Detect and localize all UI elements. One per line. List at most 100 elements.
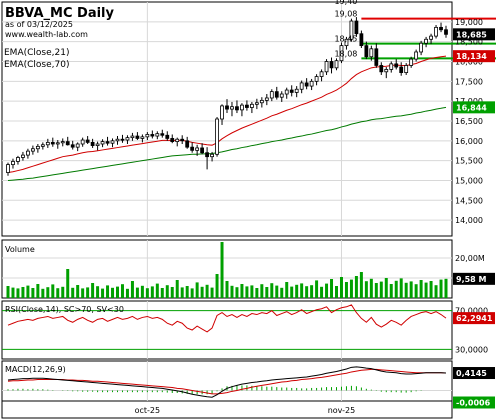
volume-bar [409, 281, 413, 298]
candle [11, 158, 15, 169]
candle-body-up [240, 104, 244, 111]
candle-body-down [354, 20, 359, 35]
candle [70, 140, 75, 150]
candle [319, 69, 324, 82]
volume-bar [160, 288, 164, 298]
candle-body-down [65, 141, 70, 146]
candle-body-down [150, 134, 155, 137]
volume-bar [260, 284, 264, 298]
volume-bar [424, 282, 428, 298]
candle [185, 136, 190, 149]
candle-body-down [359, 33, 364, 47]
candle [304, 78, 309, 90]
macd-line [7, 366, 447, 398]
candle [289, 85, 294, 97]
candle-body-down [245, 104, 249, 108]
ema70-badge: 16,844 [453, 101, 495, 114]
price-level-label: 19,40 [334, 0, 357, 6]
candle [165, 131, 170, 141]
candle [309, 78, 314, 91]
volume-bar [439, 279, 443, 298]
volume-bar [394, 280, 398, 298]
candle [105, 136, 110, 146]
candle-body-up [419, 42, 424, 53]
candle-body-up [249, 103, 254, 108]
volume-badge: 9,58 M [453, 272, 495, 285]
candle-body-down [304, 82, 309, 87]
candle-body-up [60, 141, 65, 144]
volume-bar [245, 286, 249, 298]
candle-body-up [30, 148, 35, 152]
volume-bar [344, 282, 348, 298]
volume-bar [300, 283, 304, 298]
candle-body-down [289, 89, 294, 93]
candle [110, 138, 115, 148]
candle [225, 99, 229, 114]
price-tick-label: 15,500 [455, 157, 483, 166]
volume-bar [86, 287, 90, 298]
candle-body-down [185, 140, 190, 148]
volume-bar [195, 282, 199, 298]
candle-body-up [35, 145, 40, 150]
candle [6, 162, 10, 176]
volume-bar [71, 287, 75, 298]
volume-bar [6, 286, 10, 298]
volume-bar [36, 284, 40, 298]
volume-bar [290, 286, 294, 298]
candle-body-up [309, 80, 314, 87]
ema21-line [7, 55, 447, 174]
candle-body-down [444, 29, 448, 35]
candle-body-up [26, 150, 30, 156]
volume-bar [250, 285, 254, 298]
macd-hist-badge-bg [453, 396, 495, 409]
candle [125, 135, 130, 144]
volume-pane-title: Volume [5, 245, 35, 254]
volume-bar [429, 281, 433, 298]
candle-body-down [374, 48, 379, 66]
candle [374, 43, 379, 68]
candle-body-up [294, 88, 299, 93]
candle [444, 25, 448, 38]
volume-bar [399, 278, 403, 298]
candle [30, 145, 35, 155]
volume-bar [46, 287, 50, 298]
candle-body-up [55, 142, 60, 145]
candle [254, 98, 259, 110]
candle-body-down [165, 134, 170, 139]
candle-body-up [414, 51, 419, 60]
volume-bar [265, 287, 269, 298]
macd-hist-badge-text: -0,0006 [456, 398, 491, 407]
price-tick-label: 16,500 [455, 117, 483, 126]
candle [35, 143, 40, 153]
horizontal-levels [361, 17, 496, 60]
ema70-legend: EMA(Close,70) [4, 60, 69, 70]
rsi-badge: 62,2941 [453, 312, 495, 325]
candle [414, 49, 419, 62]
candle [409, 56, 414, 68]
volume-bar [11, 287, 15, 298]
candle-body-down [329, 61, 334, 69]
candle [21, 151, 25, 161]
volume-bar [419, 280, 423, 298]
volume-bar [335, 286, 338, 298]
last-price-badge-text: 18,685 [456, 30, 487, 39]
candle [230, 101, 234, 117]
candle [45, 138, 50, 148]
candle-body-up [299, 82, 304, 90]
ema21-legend: EMA(Close,21) [4, 48, 69, 58]
candle-body-up [45, 141, 50, 146]
volume-bar [315, 280, 319, 298]
candle-body-up [175, 138, 180, 143]
candle [240, 103, 244, 117]
price-pane-frame [1, 1, 453, 237]
candle [170, 134, 175, 144]
candle [75, 142, 80, 152]
candle-body-up [314, 76, 319, 82]
volume-bar [76, 285, 80, 298]
candle-body-up [6, 164, 10, 173]
volume-bar [414, 284, 418, 298]
volume-bar [61, 286, 65, 298]
candle [339, 42, 344, 64]
price-tick-label: 18,500 [455, 38, 483, 47]
candle-body-down [180, 138, 185, 142]
